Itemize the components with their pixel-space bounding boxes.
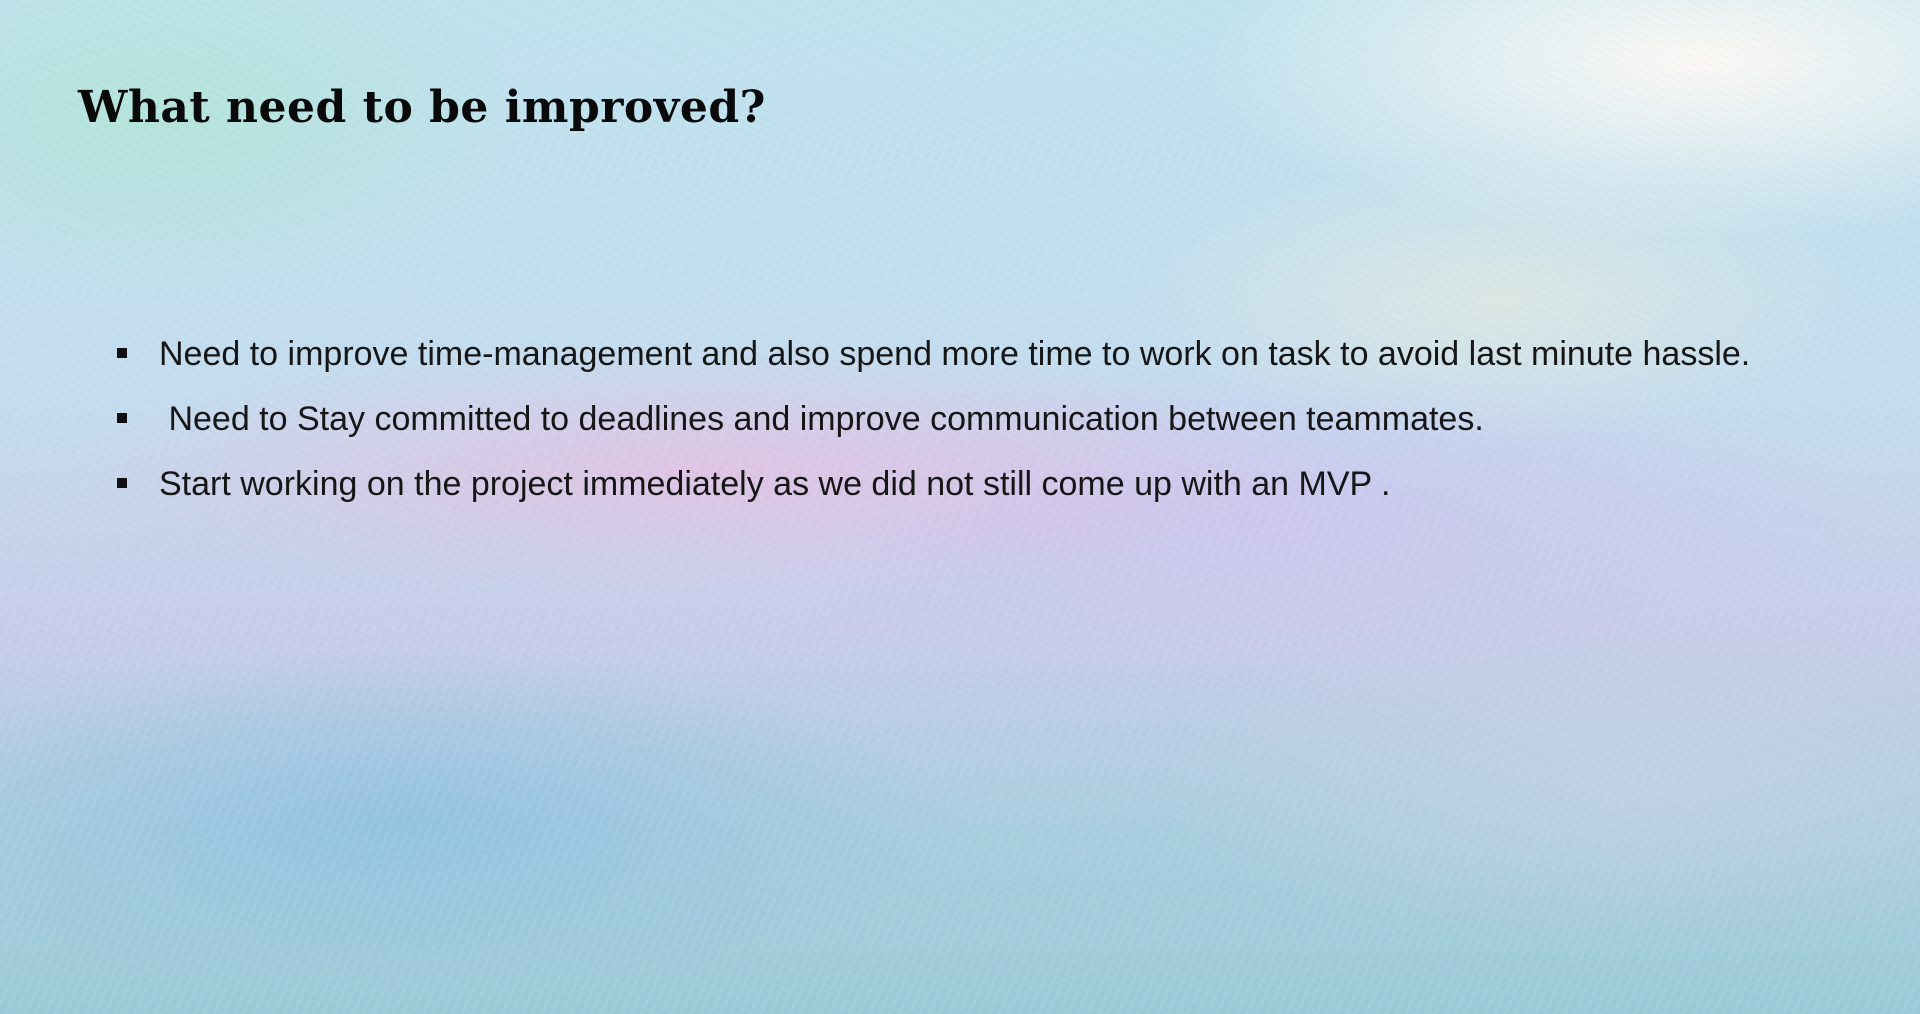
square-bullet-icon (117, 478, 127, 488)
bullet-item: Need to Stay committed to deadlines and … (110, 387, 1810, 452)
square-bullet-icon (117, 348, 127, 358)
bullet-text: Need to Stay committed to deadlines and … (159, 400, 1484, 438)
bullet-text: Need to improve time-management and also… (159, 335, 1751, 373)
bullet-item: Start working on the project immediately… (110, 452, 1810, 517)
square-bullet-icon (117, 413, 127, 423)
slide-title: What need to be improved? (78, 82, 766, 133)
bullet-text: Start working on the project immediately… (159, 465, 1391, 503)
bullet-list: Need to improve time-management and also… (110, 322, 1810, 517)
bullet-item: Need to improve time-management and also… (110, 322, 1810, 387)
